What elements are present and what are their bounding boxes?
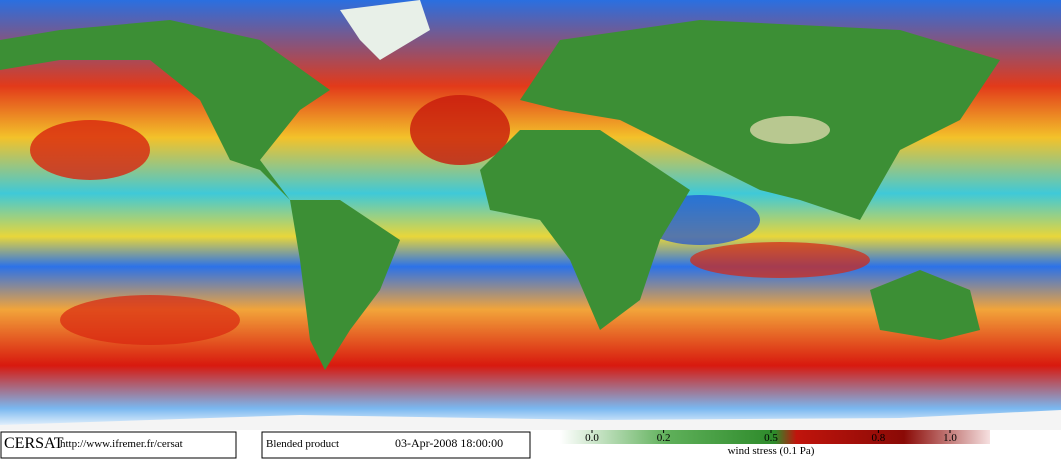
colorbar-tick-label: 1.0 [943,432,957,444]
land-north-america [0,20,330,200]
colorbar-tick-label: 0.2 [657,432,671,444]
wind-feature [410,95,510,165]
land-africa [480,130,690,330]
colorbar-tick-label: 0.8 [872,432,886,444]
map [0,0,1061,430]
land-tibet [750,116,830,144]
land-greenland [340,0,430,60]
colorbar-tick-label: 0.5 [764,432,778,444]
brand-box [0,431,237,459]
colorbar-label: wind stress (0.1 Pa) [728,445,815,457]
land-australia [870,270,980,340]
land-south-america [290,200,400,370]
wind-feature [60,295,240,345]
url: http://www.ifremer.fr/cersat [60,438,183,450]
colorbar-tick-label: 0.0 [585,432,599,444]
wind-feature [690,242,870,278]
date: 03-Apr-2008 18:00:00 [395,436,503,450]
colorbar [560,430,990,444]
brand: CERSAT [4,435,64,452]
wind-feature [30,120,150,180]
land-eurasia [520,20,1000,220]
land-antarctica [0,410,1061,430]
product-box [261,431,531,459]
product: Blended product [266,438,339,450]
